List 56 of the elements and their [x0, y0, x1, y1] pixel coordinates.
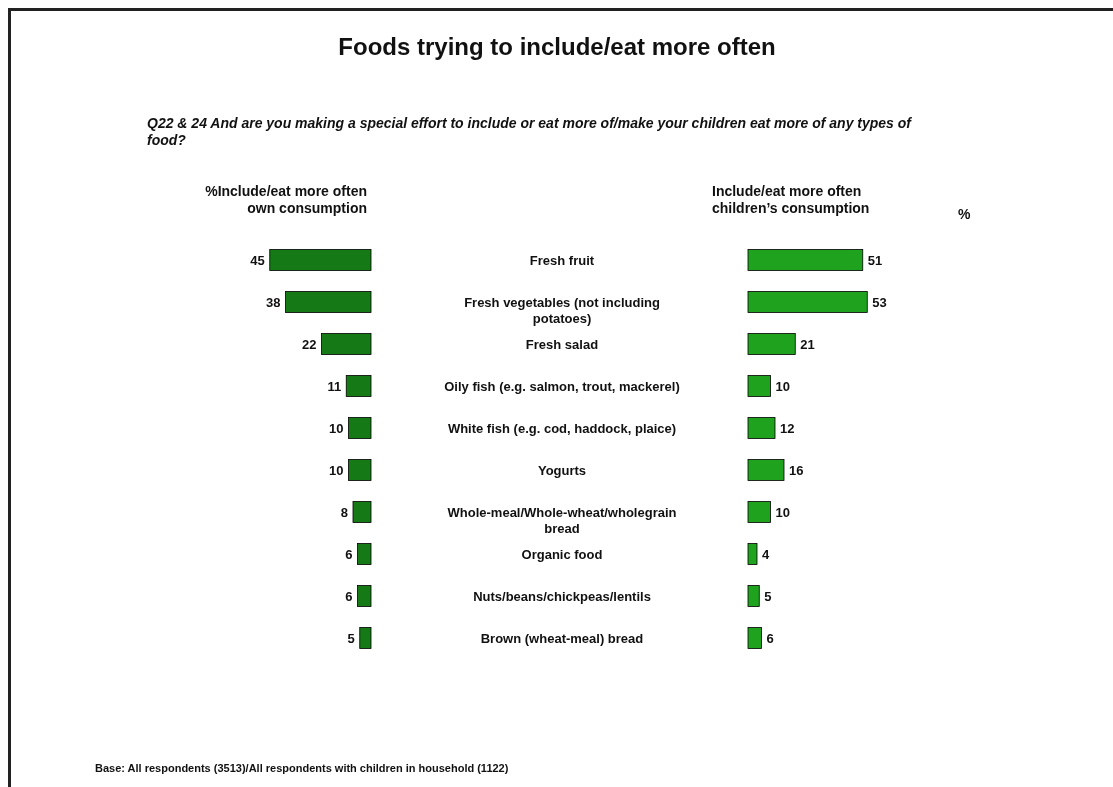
- data-label: 4: [762, 547, 770, 562]
- data-label: 8: [340, 505, 348, 520]
- text: Q22 & 24 And are you making a special effort to include or eat more of/make your children eat more of any types of food?: [147, 115, 913, 148]
- data-label: 5: [347, 631, 355, 646]
- y-tick-label: Whole-meal/Whole-wheat/wholegrain bread: [447, 505, 677, 536]
- bar: [747, 585, 760, 607]
- bar: [357, 543, 372, 565]
- text: Foods trying to include/eat more often: [338, 33, 776, 60]
- data-label: 22: [302, 337, 317, 352]
- data-label: 6: [345, 589, 353, 604]
- data-label: 5: [764, 589, 772, 604]
- bar: [348, 417, 372, 439]
- y-tick-label: Nuts/beans/chickpeas/lentils: [473, 589, 651, 604]
- text: %: [958, 206, 971, 222]
- data-label: 16: [789, 463, 804, 478]
- y-tick-label: White fish (e.g. cod, haddock, plaice): [447, 421, 677, 436]
- data-label: 6: [766, 631, 774, 646]
- data-label: 38: [266, 295, 281, 310]
- data-label: 53: [872, 295, 887, 310]
- data-label: 21: [800, 337, 815, 352]
- data-label: 51: [867, 253, 883, 268]
- y-tick-label: Fresh fruit: [529, 253, 595, 268]
- y-tick-label: Fresh vegetables (not including potatoes): [464, 295, 660, 326]
- bar: [747, 501, 771, 523]
- bar: [285, 291, 372, 313]
- x-axis-title: Include/eat more often children’s consumption: [712, 183, 870, 216]
- bar: [348, 459, 372, 481]
- y-tick-label: Organic food: [521, 547, 603, 562]
- bar: [747, 333, 796, 355]
- bar: [359, 627, 372, 649]
- bar: [321, 333, 372, 355]
- data-label: 6: [345, 547, 353, 562]
- data-label: 11: [327, 379, 342, 394]
- bar: [747, 291, 868, 313]
- data-label: 45: [250, 253, 265, 268]
- bar: [352, 501, 372, 523]
- x-axis-title: %Include/eat more often own consumption: [205, 183, 367, 216]
- data-label: 10: [329, 463, 344, 478]
- bar: [345, 375, 372, 397]
- data-label: 10: [775, 505, 790, 520]
- text: Base: All respondents (3513)/All respondents with children in household (1122): [95, 762, 509, 774]
- y-tick-label: Brown (wheat-meal) bread: [480, 631, 644, 646]
- bar: [747, 249, 864, 271]
- bar: [747, 543, 758, 565]
- bar: [747, 459, 785, 481]
- data-label: 10: [775, 379, 790, 394]
- y-tick-label: Oily fish (e.g. salmon, trout, mackerel): [444, 379, 680, 394]
- data-label: 12: [780, 421, 795, 436]
- data-label: 10: [329, 421, 344, 436]
- y-tick-label: Fresh salad: [525, 337, 599, 352]
- bar: [747, 417, 776, 439]
- bar: [747, 375, 771, 397]
- bar: [357, 585, 372, 607]
- bar: [269, 249, 372, 271]
- bar: [747, 627, 762, 649]
- y-tick-label: Yogurts: [537, 463, 587, 478]
